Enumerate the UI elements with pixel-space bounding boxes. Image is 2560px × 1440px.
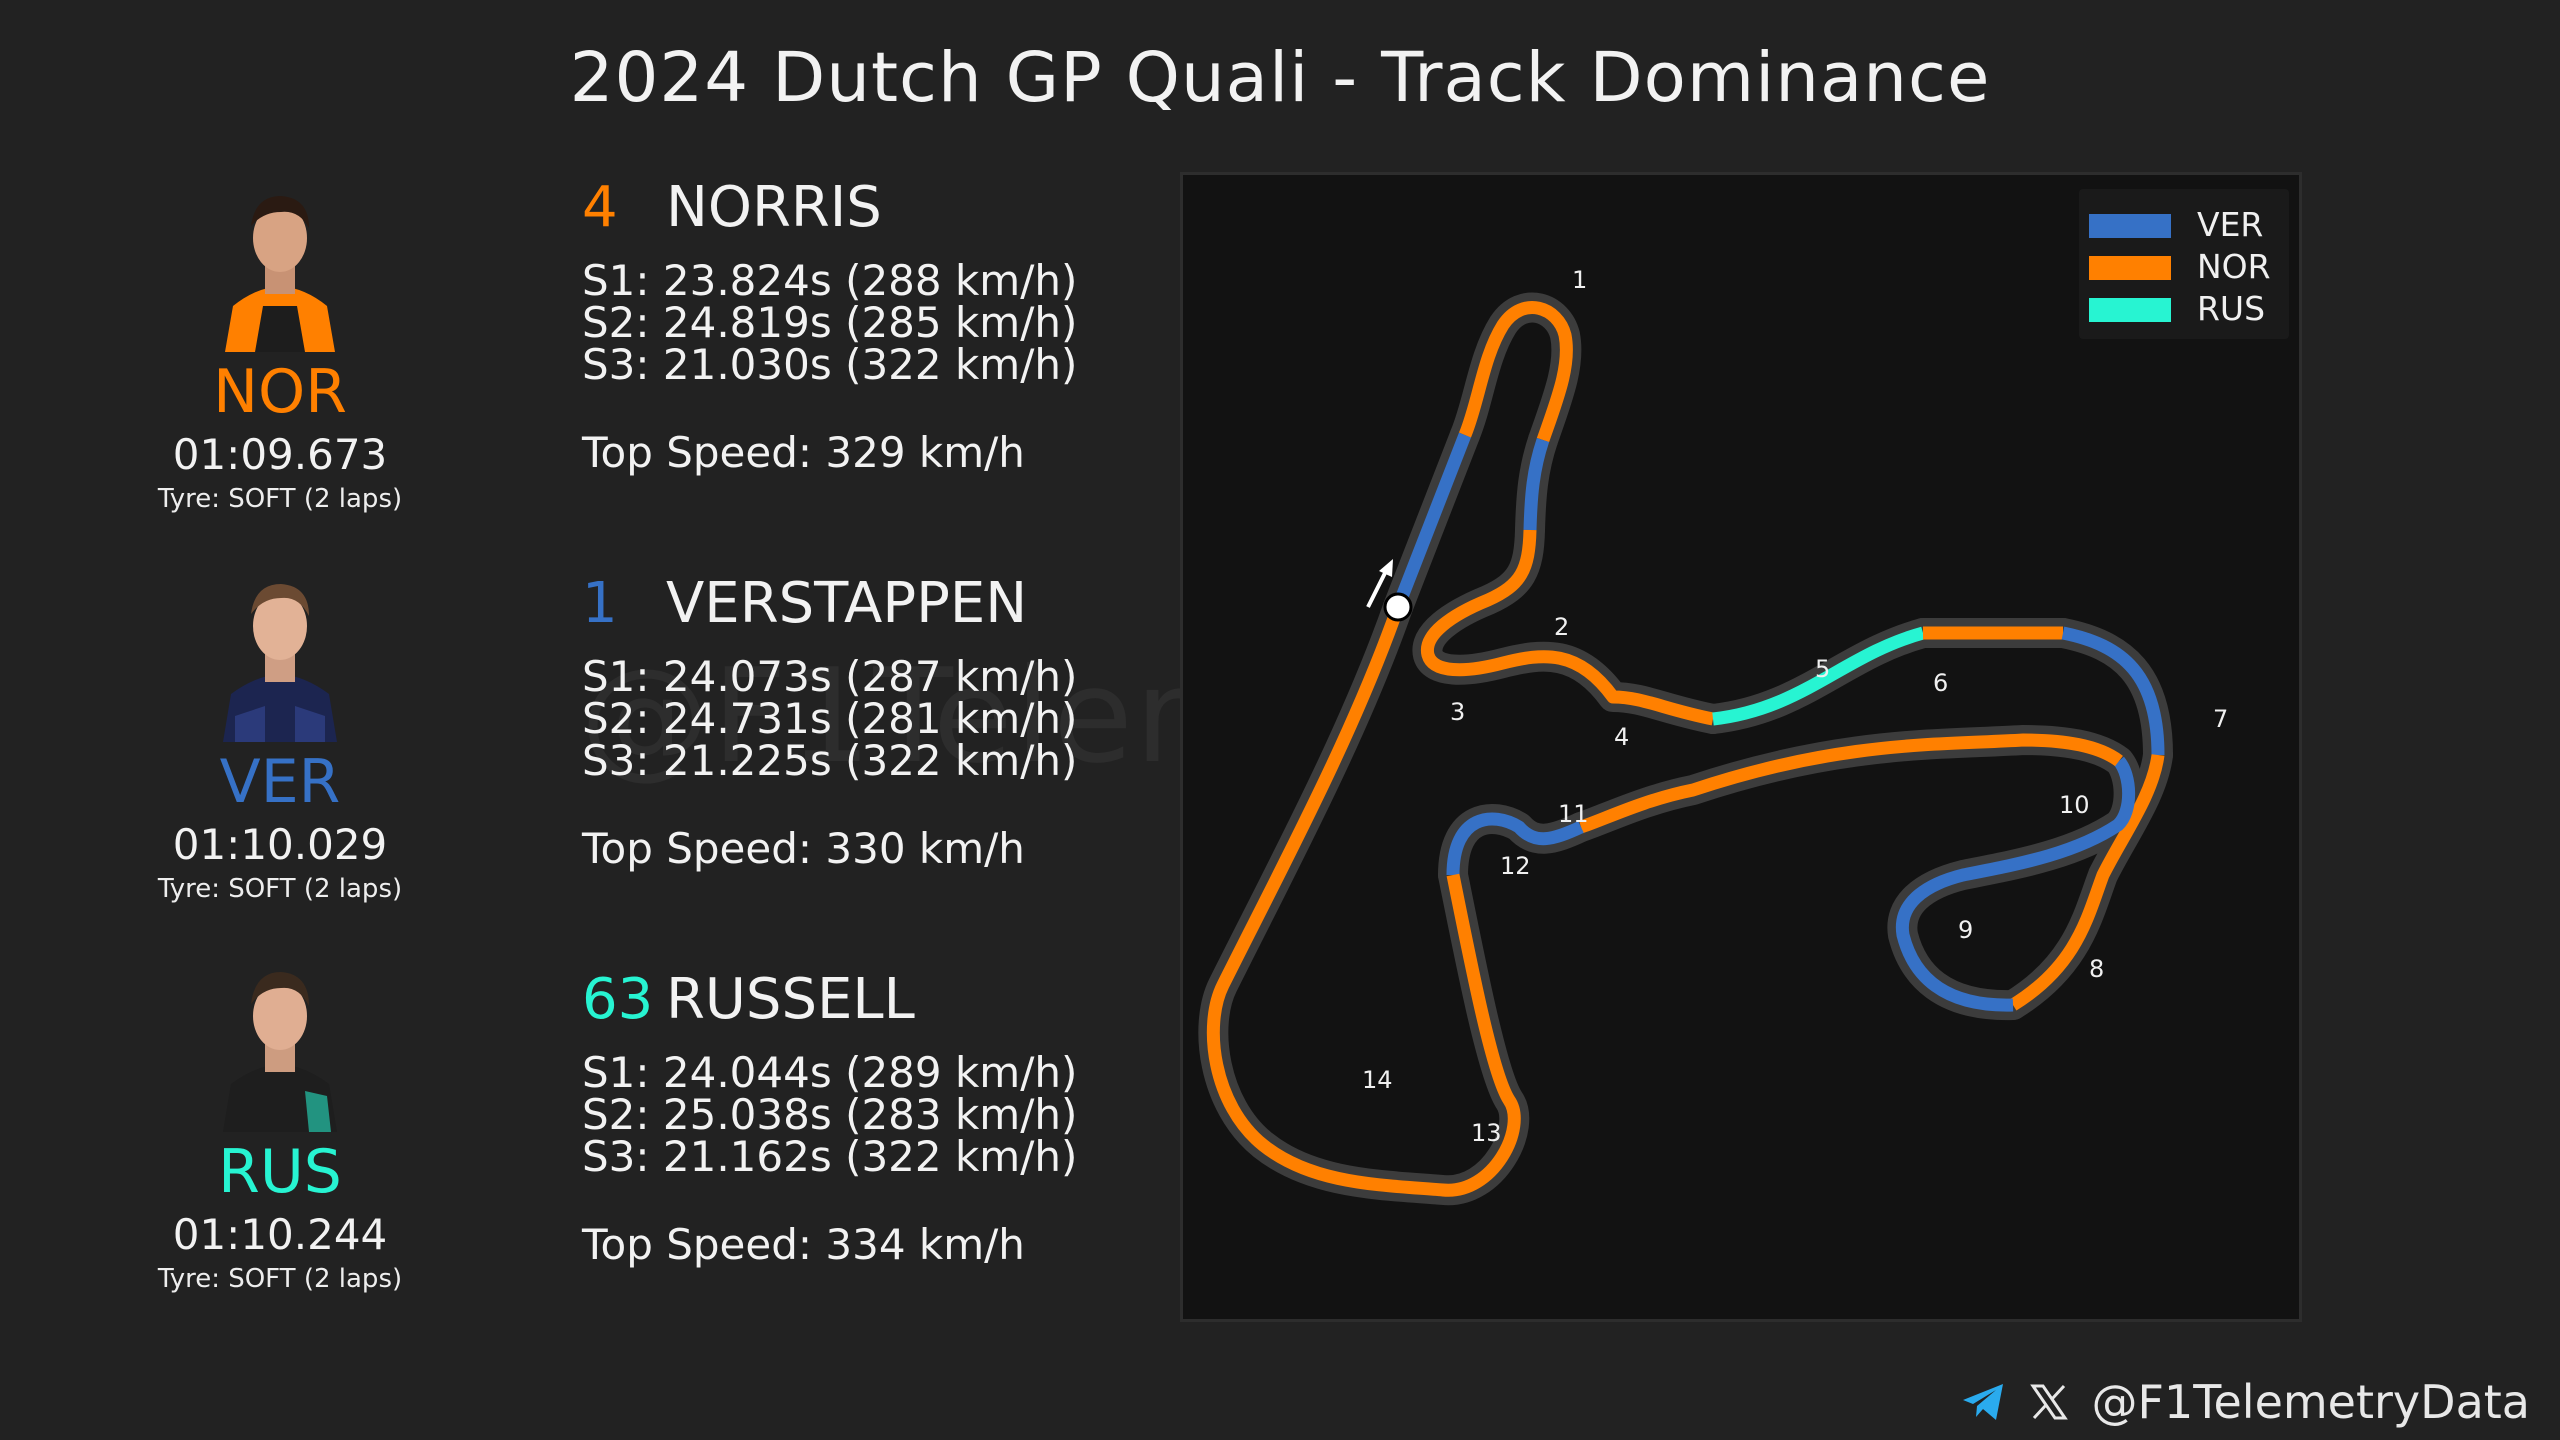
top-speed: Top Speed: 329 km/h xyxy=(582,428,1025,477)
driver-laptime: 01:10.029 xyxy=(172,820,388,869)
legend-label: VER xyxy=(2197,205,2264,244)
track-segment-nor xyxy=(1206,604,1521,1197)
corner-label: 7 xyxy=(2213,705,2228,733)
legend-swatch xyxy=(2089,256,2171,280)
start-point-icon xyxy=(1383,592,1413,622)
driver-tyre: Tyre: SOFT (2 laps) xyxy=(157,874,403,904)
corner-label: 13 xyxy=(1471,1119,1502,1147)
stats-ver: 1 VERSTAPPEN S1: 24.073s (287 km/h) S2: 2… xyxy=(582,571,1142,874)
corner-label: 11 xyxy=(1558,800,1589,828)
footer: @F1TelemetryData xyxy=(1961,1372,2530,1432)
corner-label: 14 xyxy=(1362,1066,1393,1094)
telegram-icon xyxy=(1963,1384,2004,1420)
track-segment-ver xyxy=(1446,812,1584,876)
corner-label: 9 xyxy=(1958,916,1973,944)
track-segment-ver xyxy=(2061,626,2165,756)
sector-3: S3: 21.162s (322 km/h) xyxy=(582,1132,1078,1181)
corner-label: 8 xyxy=(2089,955,2104,983)
track-segment-ver xyxy=(1523,437,1550,531)
legend-swatch xyxy=(2089,298,2171,322)
arrowhead-icon xyxy=(1379,559,1393,577)
driver-abbr: NOR xyxy=(213,357,347,427)
stats-nor: 4 NORRIS S1: 23.824s (288 km/h) S2: 24.81… xyxy=(582,175,1142,478)
driver-card-ver: VER 01:10.029 Tyre: SOFT (2 laps) xyxy=(140,566,420,902)
page-title: 2024 Dutch GP Quali - Track Dominance xyxy=(569,38,1991,118)
corner-label: 1 xyxy=(1572,266,1587,294)
driver-card-nor: NOR 01:09.673 Tyre: SOFT (2 laps) xyxy=(140,176,420,512)
sector-3: S3: 21.225s (322 km/h) xyxy=(582,736,1078,785)
top-speed: Top Speed: 330 km/h xyxy=(582,824,1025,873)
corner-label: 5 xyxy=(1815,655,1830,683)
sector-2: S2: 24.731s (281 km/h) xyxy=(582,694,1078,743)
driver-tyre: Tyre: SOFT (2 laps) xyxy=(157,1264,403,1294)
corner-label: 3 xyxy=(1450,698,1465,726)
track-segment-nor xyxy=(1578,733,2123,834)
sector-3: S3: 21.030s (322 km/h) xyxy=(582,340,1078,389)
sector-2: S2: 24.819s (285 km/h) xyxy=(582,298,1078,347)
footer-handle: @F1TelemetryData xyxy=(2091,1375,2530,1429)
driver-portrait-nor xyxy=(225,196,335,352)
driver-tyre: Tyre: SOFT (2 laps) xyxy=(157,484,403,514)
track-segment-ver xyxy=(1895,756,2136,1012)
driver-number: 1 xyxy=(582,571,618,636)
driver-portrait-ver xyxy=(223,584,337,742)
driver-portrait-rus xyxy=(223,972,337,1132)
driver-name: NORRIS xyxy=(666,175,882,240)
top-speed: Top Speed: 334 km/h xyxy=(582,1220,1025,1269)
driver-abbr: VER xyxy=(219,747,341,817)
sector-2: S2: 25.038s (283 km/h) xyxy=(582,1090,1078,1139)
track-segment-nor xyxy=(1458,301,1573,443)
corner-label: 12 xyxy=(1500,852,1531,880)
track-casing xyxy=(1412,515,1728,734)
stats-rus: 63 RUSSELL S1: 24.044s (289 km/h) S2: 25.… xyxy=(582,967,1142,1270)
track-segment-nor xyxy=(1420,529,1715,726)
driver-number: 4 xyxy=(582,175,618,240)
driver-card-rus: RUS 01:10.244 Tyre: SOFT (2 laps) xyxy=(140,956,420,1292)
legend-label: RUS xyxy=(2197,289,2266,328)
sector-1: S1: 24.044s (289 km/h) xyxy=(582,1048,1078,1097)
corner-label: 6 xyxy=(1933,669,1948,697)
driver-abbr: RUS xyxy=(218,1137,342,1207)
sector-1: S1: 24.073s (287 km/h) xyxy=(582,652,1078,701)
sector-1: S1: 23.824s (288 km/h) xyxy=(582,256,1078,305)
driver-laptime: 01:09.673 xyxy=(172,430,388,479)
driver-name: VERSTAPPEN xyxy=(666,571,1028,636)
track-map-panel: 1 2 3 4 5 6 7 8 9 10 11 12 13 14 VER NOR RUS xyxy=(1180,172,2302,1322)
driver-laptime: 01:10.244 xyxy=(172,1210,388,1259)
legend: VER NOR RUS xyxy=(2079,189,2289,339)
legend-swatch xyxy=(2089,214,2171,238)
corner-label: 2 xyxy=(1554,613,1569,641)
start-marker xyxy=(1366,559,1413,622)
track-segment-nor xyxy=(2009,753,2165,1011)
track-segment-rus xyxy=(1712,626,1925,726)
driver-name: RUSSELL xyxy=(666,967,915,1032)
corner-label: 10 xyxy=(2059,791,2090,819)
track-segment-ver xyxy=(1391,432,1472,610)
x-icon xyxy=(2030,1384,2069,1420)
direction-arrow-icon xyxy=(1366,568,1389,608)
legend-label: NOR xyxy=(2197,247,2271,286)
driver-number: 63 xyxy=(582,967,654,1032)
track-layer xyxy=(1198,292,2173,1206)
corner-label: 4 xyxy=(1614,723,1629,751)
